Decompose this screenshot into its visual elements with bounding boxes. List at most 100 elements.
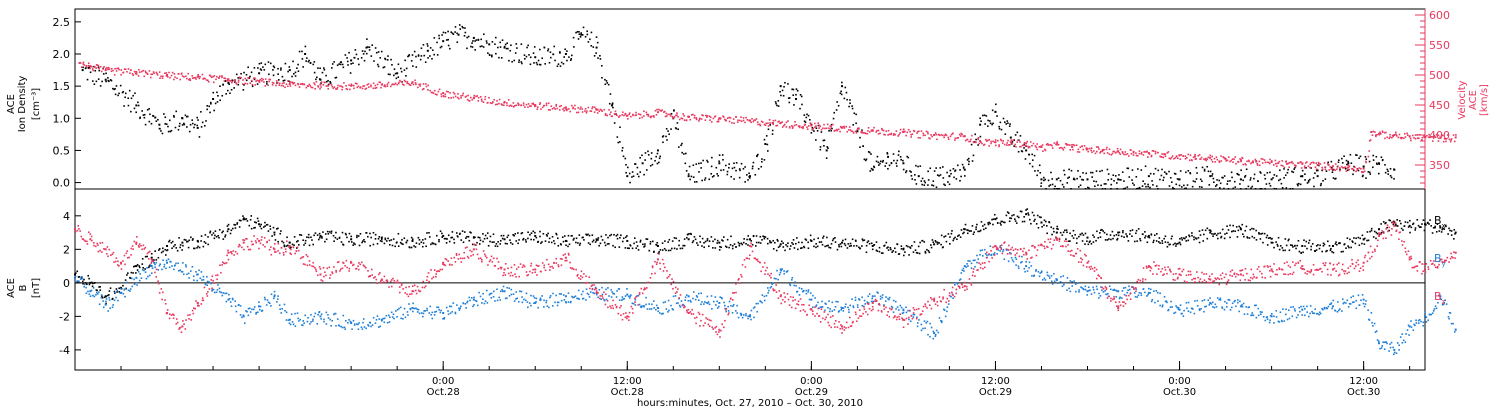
data-dot [1220,155,1222,157]
data-dot [234,300,237,303]
data-dot [1259,238,1262,240]
data-dot [996,115,998,117]
data-dot [1043,179,1045,182]
data-dot [522,102,525,104]
data-dot [739,169,741,172]
data-dot [1086,294,1088,296]
data-dot [410,236,413,239]
data-dot [639,241,642,243]
data-dot [712,247,714,249]
data-dot [498,98,501,101]
data-dot [384,238,387,241]
data-dot [341,231,344,234]
data-dot [247,66,249,69]
data-dot [270,293,273,296]
data-dot [256,83,259,85]
data-dot [1122,231,1124,234]
data-dot [934,333,937,336]
data-dot [976,223,978,226]
data-dot [141,263,144,265]
data-dot [1011,141,1014,143]
data-dot [1315,162,1317,164]
data-dot [487,52,489,54]
data-dot [1040,185,1042,187]
data-dot [334,236,337,239]
data-dot [793,247,796,249]
data-dot [1414,137,1417,140]
data-dot [171,265,173,267]
data-dot [625,236,627,239]
data-dot [540,242,542,245]
data-dot [1344,167,1347,170]
data-dot [663,110,666,113]
data-dot [956,238,958,241]
data-dot [996,222,999,224]
data-dot [837,311,840,313]
data-dot [432,92,435,94]
data-dot [801,103,803,106]
data-dot [380,238,383,241]
data-dot [605,234,607,236]
data-dot [145,71,147,74]
data-dot [1375,162,1378,165]
data-dot [1166,301,1168,304]
data-dot [793,124,796,127]
data-dot [367,83,370,85]
data-dot [391,83,393,86]
data-dot [1031,165,1034,168]
data-dot [870,242,873,245]
data-dot [955,282,957,284]
data-point [319,83,322,86]
data-dot [1201,229,1204,231]
data-dot [744,166,746,168]
data-dot [1038,216,1041,218]
data-dot [856,127,859,130]
data-dot [473,296,475,299]
data-dot [1420,226,1422,228]
data-dot [1343,243,1346,245]
data-dot [710,236,713,238]
data-dot [131,72,134,75]
data-dot [514,52,517,54]
data-dot [876,129,878,132]
data-dot [406,311,409,313]
data-dot [400,80,403,83]
data-dot [325,238,328,241]
data-dot [312,318,314,321]
data-dot [667,299,670,302]
data-dot [1333,168,1336,171]
data-dot [340,85,343,88]
data-dot [552,53,555,56]
data-dot [363,85,366,87]
data-dot [792,126,794,128]
data-dot [788,101,791,104]
data-dot [1056,188,1059,190]
data-dot [816,130,819,132]
data-dot [799,93,802,96]
data-dot [224,77,227,80]
data-dot [828,127,830,130]
data-dot [539,63,542,66]
data-dot [789,248,791,250]
data-dot [754,245,757,247]
data-dot [388,321,391,323]
data-dot [427,88,429,91]
data-dot [812,306,814,308]
data-dot [1095,180,1098,183]
data-dot [799,107,801,110]
data-dot [284,309,286,312]
data-dot [178,122,181,125]
data-dot [321,237,323,239]
data-dot [1364,160,1367,163]
data-dot [138,265,141,267]
data-dot [659,109,662,112]
data-dot [787,120,789,122]
data-dot [1161,168,1163,171]
data-dot [1157,169,1160,172]
data-dot [1287,162,1290,165]
data-dot [419,58,422,61]
data-dot [667,241,669,243]
data-dot [1136,155,1139,157]
data-dot [226,80,229,82]
data-dot [500,103,503,105]
